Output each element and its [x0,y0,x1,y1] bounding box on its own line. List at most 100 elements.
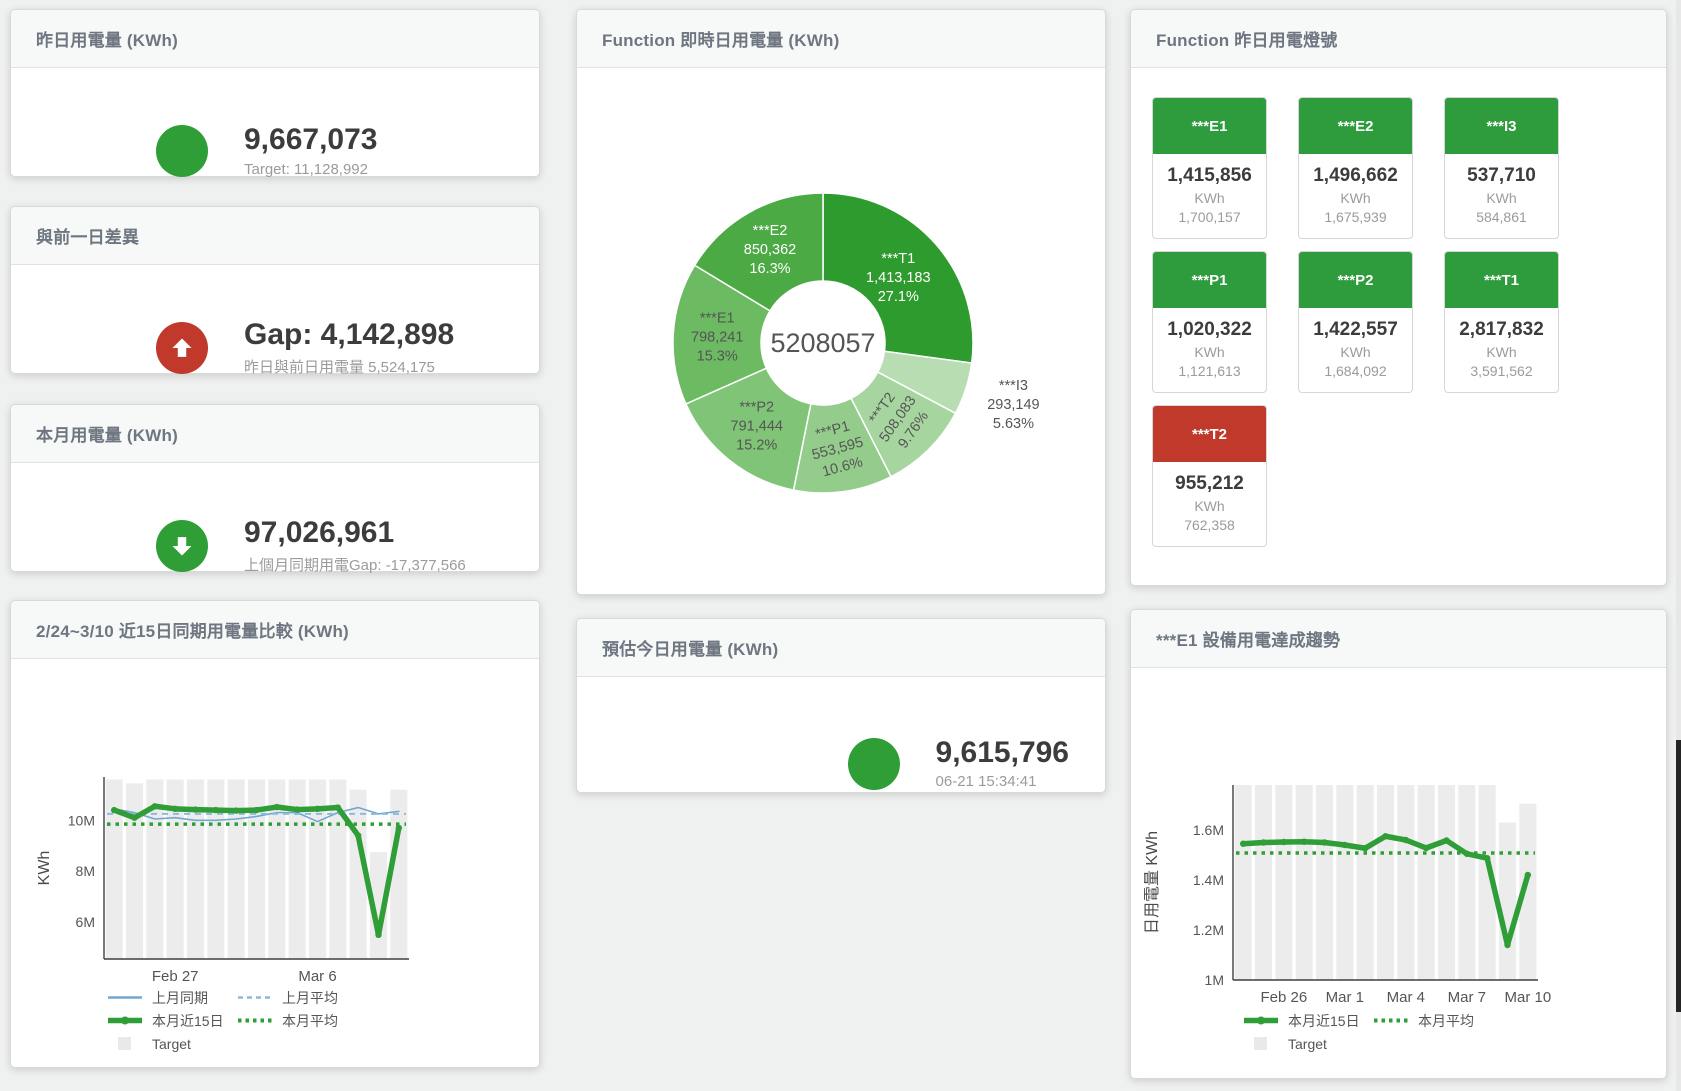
lamp-tile-unit: KWh [1486,190,1517,206]
scrollbar-track[interactable] [1676,0,1681,1091]
svg-text:***E1: ***E1 [700,310,735,326]
lamp-tile-unit: KWh [1194,344,1225,360]
lamp-tile-P1: ***P1 1,020,322 KWh 1,121,613 [1152,251,1267,393]
legend-item-thick-line: 本月近15日 [1243,1012,1373,1029]
stat-body: 9,667,073 Target: 11,128,992 [11,68,539,234]
lamp-tile-value: 2,817,832 [1459,319,1544,340]
svg-text:15.3%: 15.3% [697,348,738,364]
legend-label: 本月平均 [282,1012,338,1029]
svg-text:293,149: 293,149 [987,397,1039,413]
card-header: 本月用電量 (KWh) [11,405,539,463]
lamp-tile-target: 584,861 [1476,209,1527,225]
legend-marker-thick-line-icon [1244,1016,1278,1025]
stat-subtitle: Target: 11,128,992 [244,160,368,178]
legend-item-dotted: 本月平均 [237,1012,338,1029]
lamp-tile-value: 955,212 [1175,473,1244,494]
lamp-tile-body: 1,422,557 KWh 1,684,092 [1299,308,1412,392]
svg-text:1.4M: 1.4M [1193,872,1224,888]
lamp-tile-I3: ***I3 537,710 KWh 584,861 [1444,97,1559,239]
lamp-tile-target: 3,591,562 [1470,363,1533,379]
card-yesterday-usage: 昨日用電量 (KWh) 9,667,073 Target: 11,128,992 [10,9,540,178]
card-title: Function 昨日用電燈號 [1156,31,1338,50]
card-header: ***E1 設備用電達成趨勢 [1131,610,1666,668]
legend-label: 上月平均 [282,989,338,1006]
donut-slice-label: ***I3 293,149 5.63% [987,378,1039,432]
card-title: 與前一日差異 [36,228,140,247]
svg-text:Feb 26: Feb 26 [1260,989,1307,1006]
svg-text:798,241: 798,241 [691,329,743,345]
svg-text:27.1%: 27.1% [878,289,919,305]
lamp-tiles-grid: ***E1 1,415,856 KWh 1,700,157 ***E2 1,496,662… [1131,68,1666,547]
legend-marker-box-icon [1254,1037,1267,1050]
legend-label: 上月同期 [152,989,208,1006]
donut-slice-label: ***P2 791,444 15.2% [731,400,783,454]
lamp-tile-target: 1,700,157 [1178,209,1241,225]
legend-marker-dotted-icon [1374,1018,1408,1023]
svg-text:***E2: ***E2 [753,223,788,239]
svg-text:791,444: 791,444 [731,419,783,435]
lamp-tile-unit: KWh [1340,344,1371,360]
lamp-tile-header: ***T2 [1153,406,1266,462]
svg-text:8M: 8M [76,863,95,879]
lamp-body: ***E1 1,415,856 KWh 1,700,157 ***E2 1,496,662… [1131,68,1666,585]
green-down-arrow-icon [156,520,208,572]
card-month-usage: 本月用電量 (KWh) 97,026,961 上個月同期用電Gap: -17,3… [10,404,540,574]
lamp-tile-target: 1,121,613 [1178,363,1241,379]
lamp-tile-value: 1,422,557 [1313,319,1398,340]
card-title: 昨日用電量 (KWh) [36,31,178,50]
card-header: 與前一日差異 [11,207,539,265]
stat-value: 9,615,796 [935,735,1069,769]
svg-text:850,362: 850,362 [744,242,796,258]
scrollbar-thumb[interactable] [1676,740,1681,1012]
svg-text:Mar 1: Mar 1 [1326,989,1364,1006]
chart-body: 6M 8M 10M KWh Feb 27 Mar 6 上月同期 上月平均 本月近15日 本月平均… [11,659,539,1067]
svg-text:Mar 10: Mar 10 [1504,989,1551,1006]
legend-marker-dashed-icon [238,996,272,999]
lamp-tile-value: 1,496,662 [1313,165,1398,186]
donut-slice-label: ***T1 1,413,183 27.1% [866,251,931,305]
svg-text:1.6M: 1.6M [1193,822,1224,838]
lamp-tile-unit: KWh [1486,344,1517,360]
stat-subtitle: 昨日與前日用電量 5,524,175 [244,358,435,376]
lamp-tile-body: 1,496,662 KWh 1,675,939 [1299,154,1412,238]
lamp-tile-target: 762,358 [1184,517,1235,533]
legend-item-thick-line: 本月近15日 [107,1012,237,1029]
stat-body: Gap: 4,142,898 昨日與前日用電量 5,524,175 [11,265,539,431]
card-title: Function 即時日用電量 (KWh) [602,31,840,50]
lamp-tile-E2: ***E2 1,496,662 KWh 1,675,939 [1298,97,1413,239]
stat-body: 9,615,796 06-21 15:34:41 [577,677,1105,850]
donut-slice-E1 [672,264,772,405]
svg-text:6M: 6M [76,914,95,930]
legend-item-dotted: 本月平均 [1373,1012,1474,1029]
legend-marker-dotted-icon [238,1018,272,1023]
lamp-tile-header: ***I3 [1445,98,1558,154]
stat-value: 97,026,961 [244,516,395,550]
donut-chart: ***T1 1,413,183 27.1% ***I3 293,149 5.63% ***T… [672,192,1040,494]
stat-subtitle: 上個月同期用電Gap: -17,377,566 [244,556,466,574]
donut-center-total: 5208057 [770,328,875,358]
card-header: Function 即時日用電量 (KWh) [577,10,1105,68]
legend-label: Target [1288,1035,1327,1052]
lamp-tile-unit: KWh [1340,190,1371,206]
lamp-tile-target: 1,675,939 [1324,209,1387,225]
card-realtime-donut: Function 即時日用電量 (KWh) ***T1 1,413,183 27.1… [576,9,1106,595]
donut-slice-P2 [684,367,812,491]
svg-text:***P2: ***P2 [739,400,774,416]
svg-text:日用電量 KWh: 日用電量 KWh [1144,831,1161,934]
svg-text:***T1: ***T1 [881,251,915,267]
svg-text:1.2M: 1.2M [1193,922,1224,938]
lamp-tile-target: 1,684,092 [1324,363,1387,379]
lamp-tile-value: 537,710 [1467,165,1536,186]
card-compare-chart: 2/24~3/10 近15日同期用電量比較 (KWh) 6M 8M 10M KWh Fe… [10,600,540,1068]
red-up-arrow-icon [156,322,208,374]
legend-label: 本月平均 [1418,1012,1474,1029]
lamp-tile-header: ***P2 [1299,252,1412,308]
legend-marker-line-icon [108,996,142,999]
svg-text:KWh: KWh [36,851,53,886]
lamp-tile-body: 955,212 KWh 762,358 [1153,462,1266,546]
card-lamp-status: Function 昨日用電燈號 ***E1 1,415,856 KWh 1,700,1… [1130,9,1667,586]
lamp-tile-body: 2,817,832 KWh 3,591,562 [1445,308,1558,392]
donut-slice-label: ***E1 798,241 15.3% [691,310,743,364]
legend-label: 本月近15日 [1288,1012,1360,1029]
